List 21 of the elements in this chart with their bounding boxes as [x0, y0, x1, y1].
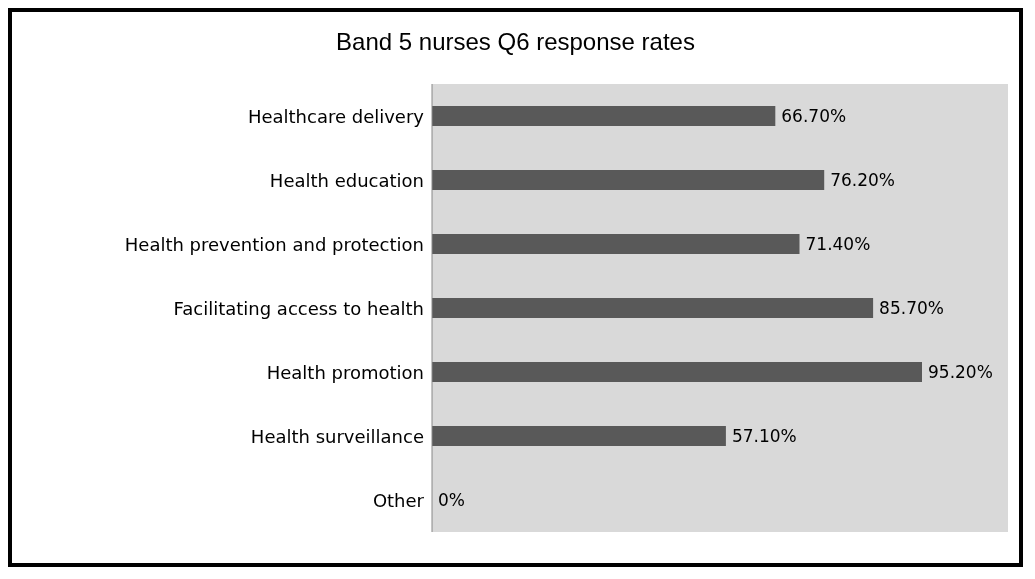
data-label: 0% [438, 490, 465, 510]
chart-title: Band 5 nurses Q6 response rates [335, 28, 696, 57]
y-tick-label: Health promotion [266, 361, 424, 383]
bar [432, 170, 825, 190]
y-tick-label: Health education [269, 169, 424, 191]
bar [432, 362, 922, 382]
bar [432, 426, 726, 446]
data-label: 95.20% [928, 362, 993, 382]
data-label: 85.70% [879, 298, 944, 318]
y-tick-label: Health prevention and protection [124, 233, 424, 255]
y-tick-label: Facilitating access to health [173, 297, 424, 319]
data-label: 71.40% [805, 234, 871, 254]
data-label: 76.20% [830, 170, 896, 190]
data-label: 66.70% [781, 106, 847, 126]
y-tick-label: Health surveillance [250, 425, 424, 447]
bar [432, 106, 776, 126]
y-tick-label: Healthcare delivery [247, 105, 425, 127]
bar [432, 298, 874, 318]
bar [432, 234, 800, 254]
y-tick-label: Other [372, 489, 425, 511]
data-label: 57.10% [731, 426, 797, 446]
